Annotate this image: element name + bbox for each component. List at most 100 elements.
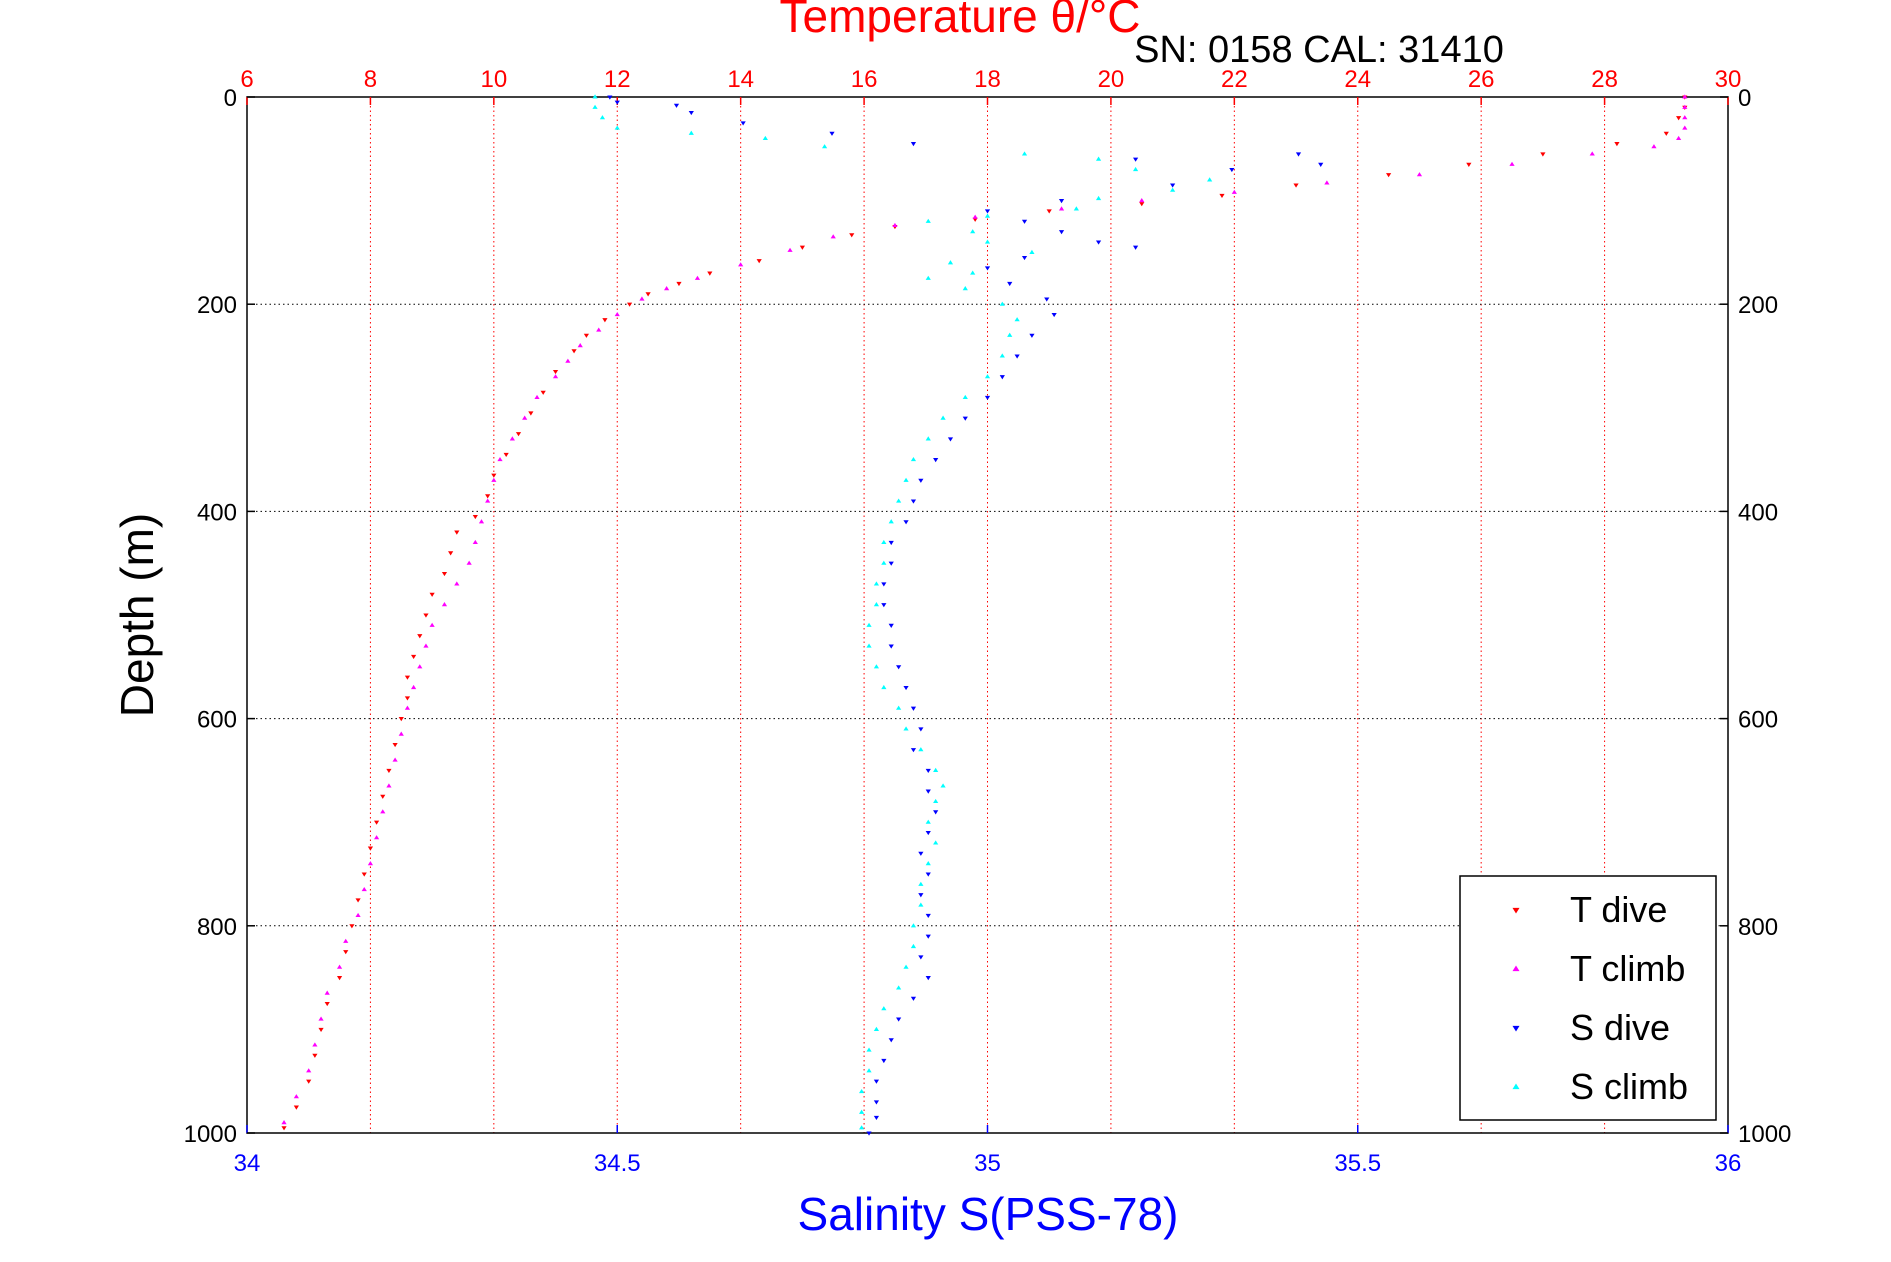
point-t-dive [398, 717, 404, 722]
point-s-climb [881, 539, 887, 545]
point-t-dive [485, 494, 491, 499]
point-s-dive [881, 1058, 887, 1064]
point-s-climb [881, 1006, 887, 1011]
point-s-climb [984, 213, 991, 218]
point-s-dive [910, 996, 917, 1001]
legend-marker-s-climb [1512, 1083, 1520, 1090]
point-t-climb [466, 560, 472, 565]
point-s-climb [866, 1047, 872, 1052]
point-t-dive [645, 292, 651, 297]
point-s-dive [896, 665, 902, 670]
point-t-dive [355, 898, 361, 903]
point-s-dive [933, 458, 939, 463]
salinity-tick-label: 34.5 [594, 1150, 641, 1177]
point-s-dive [910, 142, 917, 147]
point-t-dive [626, 302, 633, 307]
point-s-dive [925, 831, 931, 836]
point-s-climb [940, 415, 946, 420]
point-s-climb [866, 622, 872, 627]
temperature-tick-label: 28 [1591, 66, 1618, 93]
point-s-dive [888, 561, 894, 566]
legend-marker-t-dive [1512, 907, 1520, 914]
point-t-climb [380, 809, 386, 814]
point-t-dive [306, 1079, 312, 1084]
point-t-dive [417, 634, 423, 639]
salinity-tick-label: 35 [974, 1150, 1001, 1177]
point-s-dive [873, 1115, 880, 1121]
point-t-dive [1540, 152, 1546, 157]
point-s-climb [1007, 332, 1013, 337]
point-t-dive [583, 333, 589, 338]
point-t-climb [293, 1094, 299, 1099]
point-s-dive [829, 131, 835, 136]
point-t-climb [281, 1120, 287, 1125]
ticks-layer: 6 8 10 12 14 16 18 20 22 24 26 28 30 34 34.5 35 35.5 36 0 0… [184, 66, 1792, 1177]
point-s-climb [1073, 206, 1079, 211]
point-t-climb [441, 602, 448, 607]
point-t-dive [1293, 183, 1299, 188]
point-t-climb [417, 664, 423, 669]
point-t-climb [1651, 144, 1657, 149]
point-s-dive [1021, 219, 1028, 224]
temperature-tick-label: 20 [1098, 66, 1125, 93]
point-s-dive [918, 478, 924, 483]
point-s-climb [896, 705, 902, 710]
point-t-climb [1324, 180, 1330, 185]
point-s-dive [918, 727, 924, 732]
point-s-climb [1014, 317, 1020, 322]
point-t-dive [343, 950, 349, 955]
point-t-dive [1614, 142, 1620, 147]
point-t-dive [312, 1053, 318, 1058]
point-s-dive [984, 266, 991, 271]
point-t-climb [1682, 125, 1688, 130]
point-s-dive [903, 520, 909, 525]
point-s-climb [970, 229, 976, 234]
point-t-dive [756, 259, 762, 264]
point-s-climb [1207, 177, 1213, 182]
point-s-climb [881, 560, 887, 565]
temperature-tick-label: 18 [974, 66, 1001, 93]
point-s-climb [688, 130, 694, 135]
point-s-climb [962, 286, 968, 291]
point-t-dive [392, 742, 398, 748]
point-t-climb [355, 912, 361, 917]
point-t-climb [318, 1016, 324, 1021]
point-s-climb [925, 218, 931, 223]
temperature-tick-label: 10 [480, 66, 507, 93]
temperature-tick-label: 12 [604, 66, 631, 93]
point-t-dive [404, 675, 411, 680]
point-s-climb [592, 104, 598, 109]
depth-tick-label-right: 1000 [1738, 1121, 1791, 1148]
point-t-dive [423, 613, 429, 618]
point-s-dive [925, 976, 931, 981]
legend-marker-s-dive [1512, 1025, 1520, 1032]
point-s-climb [933, 798, 939, 804]
point-s-climb [614, 125, 620, 130]
point-s-dive [873, 1100, 880, 1105]
point-s-dive [962, 416, 968, 421]
temperature-tick-label: 14 [727, 66, 754, 93]
point-t-dive [707, 271, 713, 276]
point-t-climb [577, 343, 583, 348]
point-s-dive [888, 623, 894, 628]
point-t-climb [336, 964, 343, 969]
depth-tick-label-left: 1000 [184, 1121, 237, 1148]
point-s-climb [859, 1088, 865, 1094]
point-t-dive [540, 390, 546, 395]
point-t-climb [411, 684, 417, 690]
point-s-dive [688, 110, 694, 116]
temperature-tick-label: 16 [851, 66, 878, 93]
legend-label-s-dive: S dive [1570, 1007, 1670, 1048]
legend-label-s-climb: S climb [1570, 1066, 1688, 1107]
point-t-climb [343, 938, 349, 943]
point-t-dive [491, 473, 497, 478]
point-s-climb [873, 602, 880, 607]
point-t-dive [528, 411, 534, 416]
point-s-dive [1051, 313, 1057, 318]
point-t-climb [892, 222, 898, 228]
point-t-dive [367, 846, 374, 851]
point-t-climb [1509, 161, 1515, 166]
depth-tick-label-left: 600 [197, 707, 237, 734]
point-t-climb [429, 622, 435, 627]
